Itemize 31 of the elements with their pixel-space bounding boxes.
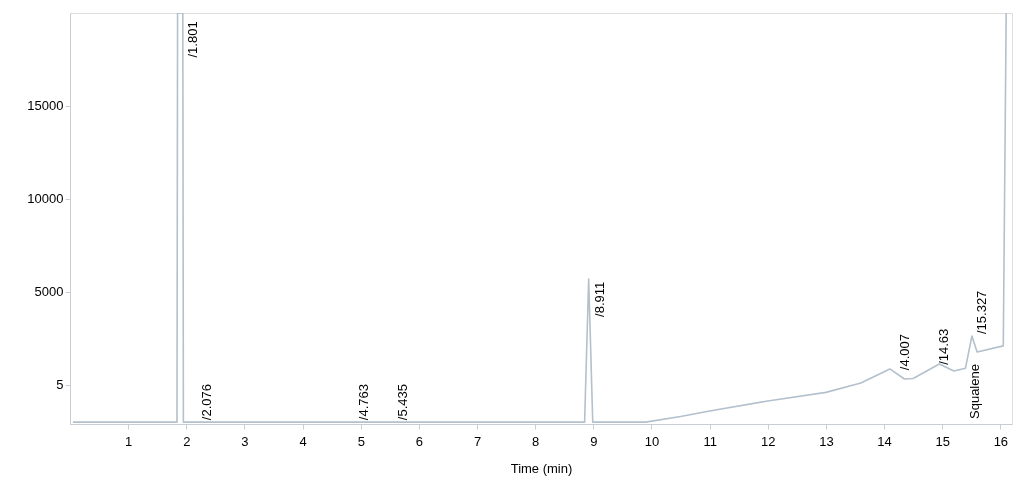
- x-tick-label: 15: [935, 433, 950, 449]
- x-tick-label: 16: [993, 433, 1009, 449]
- x-tick-label: 5: [357, 433, 365, 449]
- x-tick-label: 9: [590, 433, 598, 449]
- y-tick-label: 5: [56, 377, 64, 393]
- x-axis-title: Time (min): [510, 460, 573, 476]
- x-tick-label: 6: [415, 433, 424, 449]
- annotation: /8.911: [591, 281, 607, 317]
- x-tick-label: 1: [125, 433, 133, 449]
- y-tick-label: 5000: [34, 284, 64, 300]
- x-tick-label: 12: [761, 433, 776, 449]
- annotation: /4.763: [355, 383, 371, 421]
- y-tick-label: 15000: [27, 98, 64, 114]
- x-tick-label: 3: [241, 433, 249, 449]
- annotation: /1.801: [184, 21, 200, 58]
- x-tick-label: 2: [183, 433, 191, 449]
- x-tick-label: 7: [473, 433, 482, 449]
- x-tick-label: 8: [532, 433, 540, 449]
- annotation: Squalene: [967, 364, 982, 419]
- annotation: /14.63: [936, 328, 952, 365]
- x-tick-label: 4: [299, 433, 307, 449]
- x-tick-label: 10: [644, 433, 660, 449]
- x-tick-label: 14: [877, 433, 892, 449]
- x-tick-label: 11: [703, 433, 717, 449]
- line-series: [72, 13, 1007, 423]
- annotation: /2.076: [199, 383, 215, 421]
- y-tick-label: 10000: [27, 191, 64, 207]
- annotation: /4.007: [896, 334, 912, 371]
- annotation: /15.327: [973, 290, 989, 335]
- x-tick-label: 13: [819, 433, 834, 449]
- annotation: /5.435: [394, 383, 410, 421]
